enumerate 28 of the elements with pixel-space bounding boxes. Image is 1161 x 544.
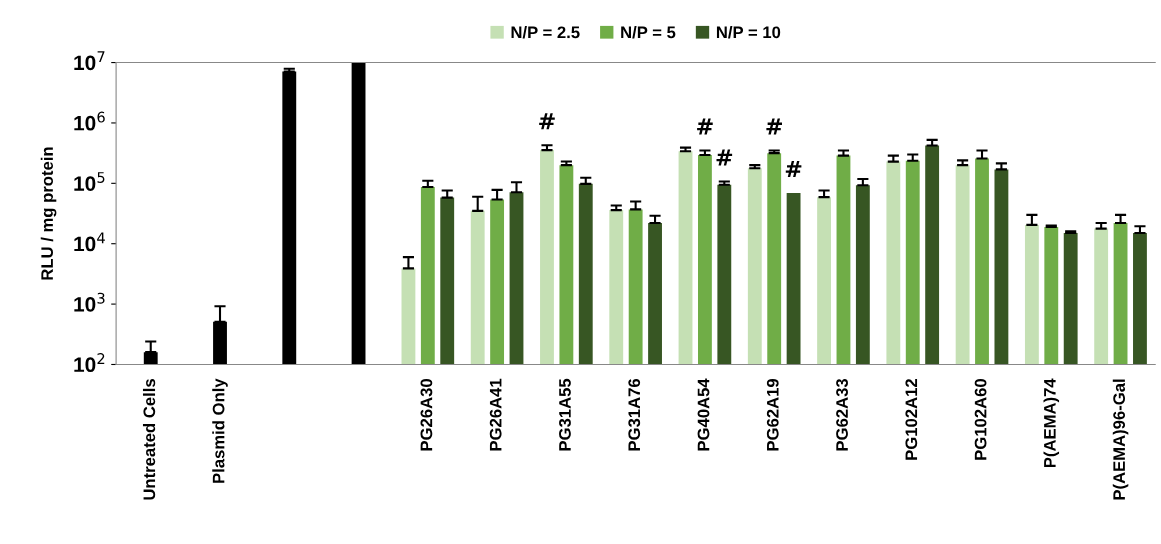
- y-tick-label: 10$^{2}$: [74, 353, 105, 373]
- x-tick-label: PG102A12: [905, 379, 918, 460]
- y-tick-label: 10$^{7}$: [74, 51, 105, 71]
- legend-label: N/P = 5: [621, 25, 676, 39]
- x-tick-label: PG62A33: [836, 378, 848, 451]
- data-label: #: [539, 113, 555, 130]
- x-tick-label: PG102A60: [974, 379, 987, 460]
- data-label: #: [716, 149, 733, 166]
- x-tick-label: Untreated Cells: [142, 379, 156, 500]
- y-tick-label: 10$^{3}$: [74, 292, 105, 312]
- x-tick-label: P(AEMA)96-Gal: [1112, 379, 1129, 500]
- y-tick-label: 10$^{5}$: [74, 172, 105, 191]
- y-axis-title: RLU / mg protein: [40, 147, 57, 280]
- legend-label: N/P = 2.5: [511, 25, 580, 39]
- x-tick-label: PG62A19: [766, 378, 779, 451]
- y-tick-label: 10$^{4}$: [74, 232, 105, 252]
- x-tick-label: PG26A41: [489, 378, 502, 451]
- x-tick-label: PG26A30: [420, 379, 433, 451]
- data-label: #: [766, 118, 782, 135]
- y-tick-label: 10$^{6}$: [74, 111, 105, 131]
- data-label: #: [785, 161, 802, 177]
- x-tick-label: P(AEMA)74: [1043, 378, 1060, 468]
- x-tick-label: PG31A76: [628, 378, 641, 451]
- x-tick-label: PG40A54: [697, 378, 710, 451]
- x-tick-label: PG31A55: [559, 378, 571, 451]
- legend-label: N/P = 10: [716, 25, 781, 39]
- x-tick-label: Plasmid Only: [212, 378, 228, 483]
- data-label: #: [697, 118, 713, 135]
